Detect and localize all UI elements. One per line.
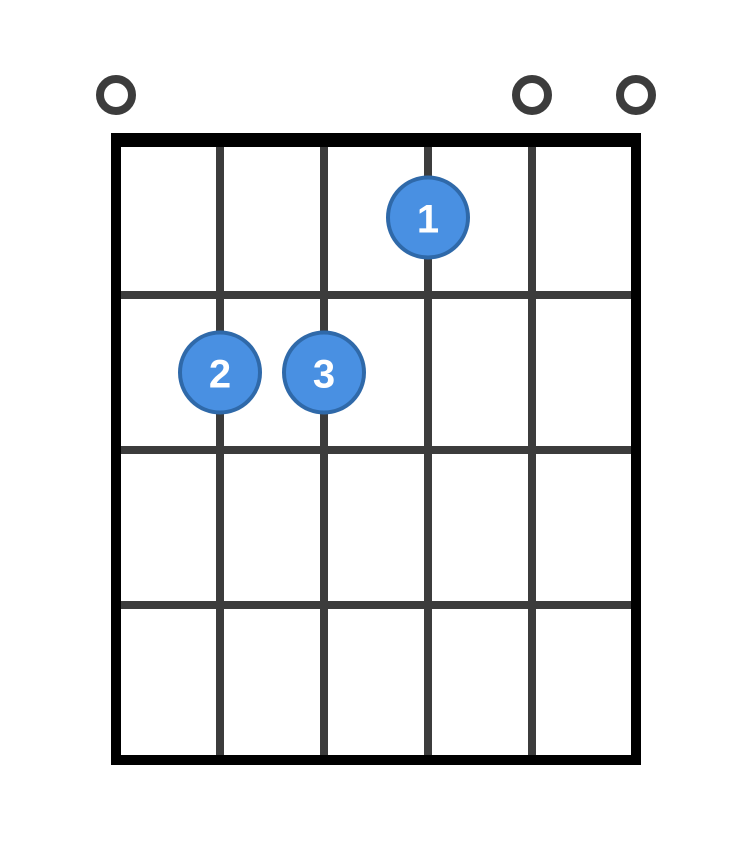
finger-marker: 2: [180, 333, 260, 413]
chord-svg: 1 2 3: [0, 0, 751, 847]
finger-label: 3: [313, 353, 335, 397]
finger-label: 2: [209, 353, 231, 397]
finger-marker: 1: [388, 178, 468, 258]
chord-diagram: 1 2 3: [0, 0, 751, 847]
finger-label: 1: [417, 198, 439, 242]
finger-marker: 3: [284, 333, 364, 413]
